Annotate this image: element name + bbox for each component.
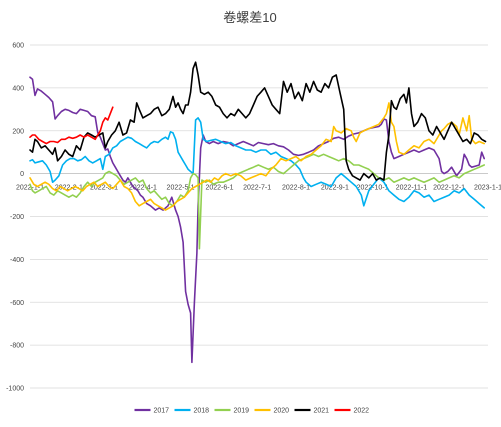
- x-tick-label: 2022-5-1: [167, 185, 195, 192]
- y-tick-label: 600: [12, 43, 24, 50]
- y-tick-label: -600: [10, 300, 24, 307]
- x-tick-label: 2022-11-1: [396, 185, 428, 192]
- legend-label-2021: 2021: [314, 408, 330, 415]
- series-line-2020: [29, 102, 485, 211]
- x-tick-label: 2022-12-1: [433, 185, 465, 192]
- x-tick-label: 2022-3-1: [90, 185, 118, 192]
- legend-label-2017: 2017: [154, 408, 170, 415]
- y-tick-label: -1000: [6, 386, 24, 393]
- y-tick-label: 200: [12, 128, 24, 135]
- series-line-2018: [29, 117, 485, 209]
- x-tick-label: 2022-10-1: [357, 185, 389, 192]
- legend-label-2019: 2019: [234, 408, 250, 415]
- y-axis-ticks: 600 400 200 0 -200 -400 -600 -800 -1000: [6, 43, 24, 393]
- x-tick-label: 2022-2-1: [55, 185, 83, 192]
- series-lines: [29, 61, 487, 364]
- chart-title: 卷螺差10: [223, 10, 276, 25]
- legend: 2017 2018 2019 2020 2021 2022: [134, 408, 370, 415]
- series-line-2019: [29, 153, 485, 250]
- y-tick-label: 0: [20, 171, 24, 178]
- series-line-2021: [29, 61, 487, 181]
- legend-label-2018: 2018: [194, 408, 210, 415]
- x-tick-label: 2022-4-1: [129, 185, 157, 192]
- x-tick-label: 2022-6-1: [205, 185, 233, 192]
- x-tick-label: 2022-1-1: [16, 185, 44, 192]
- x-tick-label: 2022-8-1: [282, 185, 310, 192]
- y-tick-label: 400: [12, 85, 24, 92]
- x-tick-label: 2022-7-1: [243, 185, 271, 192]
- x-axis-ticks: 2022-1-1 2022-2-1 2022-3-1 2022-4-1 2022-5-1…: [16, 185, 501, 192]
- legend-label-2022: 2022: [354, 408, 370, 415]
- x-tick-label: 2022-9-1: [321, 185, 349, 192]
- legend-label-2020: 2020: [274, 408, 290, 415]
- series-line-2022: [29, 106, 114, 145]
- y-tick-label: -800: [10, 343, 24, 350]
- x-tick-label: 2023-1-1: [474, 185, 501, 192]
- y-tick-label: -200: [10, 214, 24, 221]
- y-tick-label: -400: [10, 257, 24, 264]
